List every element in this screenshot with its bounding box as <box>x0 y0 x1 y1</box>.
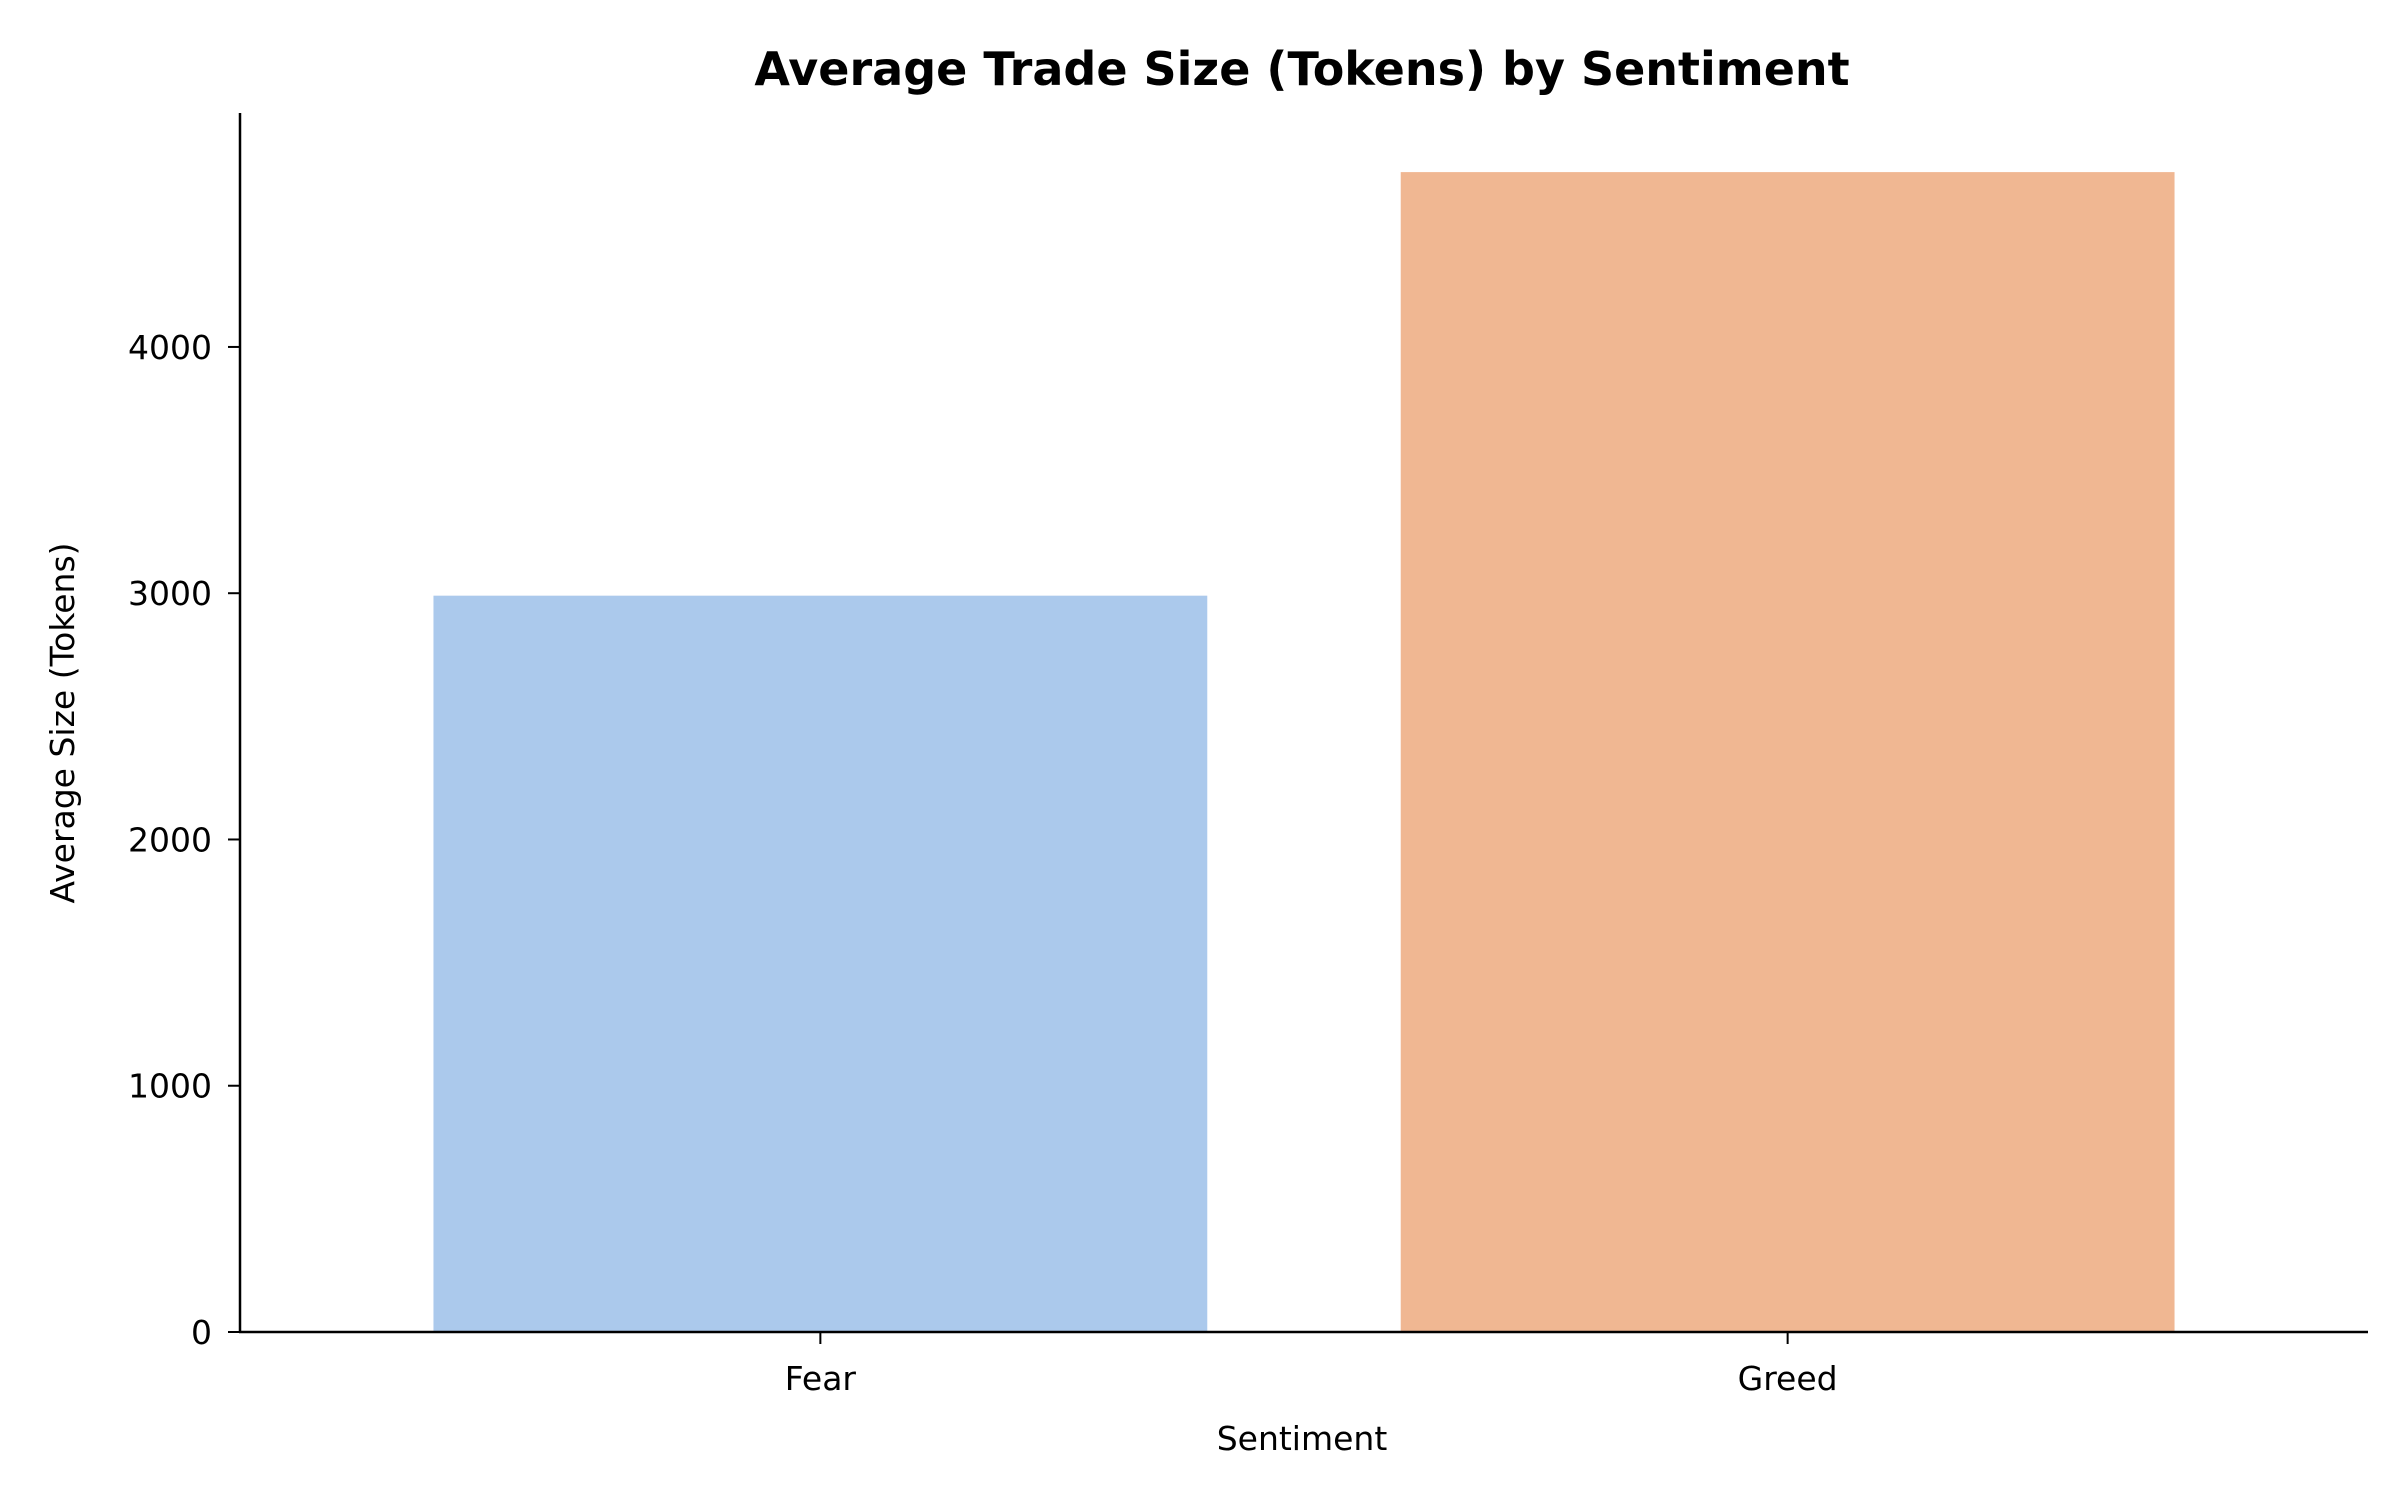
y-ticks-group: 0 1000 2000 3000 4000 <box>128 328 240 1352</box>
y-axis-label: Average Size (Tokens) <box>43 542 82 903</box>
chart-title: Average Trade Size (Tokens) by Sentiment <box>754 42 1849 96</box>
x-axis-label: Sentiment <box>1217 1419 1388 1458</box>
y-tick-label: 1000 <box>128 1067 212 1106</box>
x-tick-label: Greed <box>1738 1359 1838 1398</box>
bars-group <box>433 172 2175 1332</box>
x-tick-label: Fear <box>785 1359 857 1398</box>
bar-fear <box>433 595 1208 1332</box>
x-ticks-group: Fear Greed <box>785 1332 1838 1398</box>
y-tick-label: 2000 <box>128 820 212 859</box>
y-tick-label: 3000 <box>128 574 212 613</box>
bar-greed <box>1400 172 2175 1332</box>
y-tick-label: 0 <box>191 1313 212 1352</box>
y-tick-label: 4000 <box>128 328 212 367</box>
